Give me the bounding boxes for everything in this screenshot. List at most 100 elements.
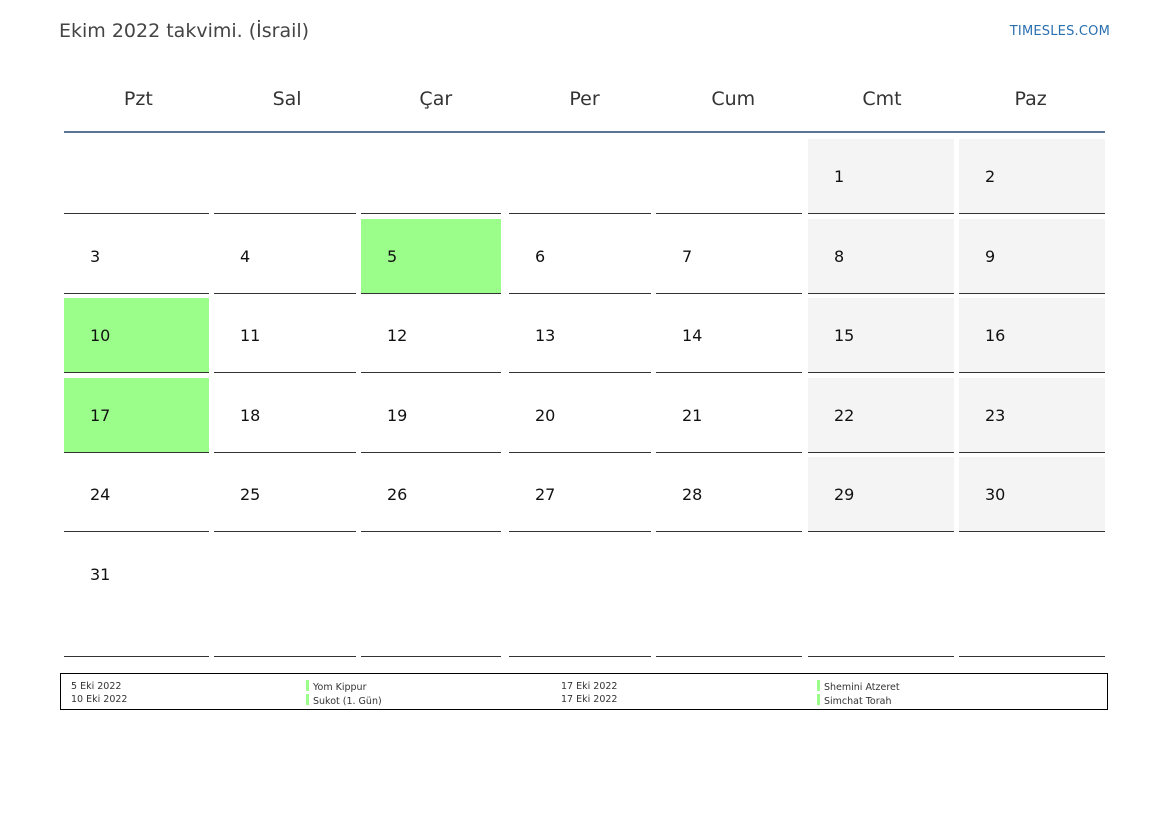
day-number: 27 xyxy=(535,485,556,504)
day-number: 25 xyxy=(240,485,261,504)
legend-item: Sukot (1. Gün) xyxy=(306,694,382,708)
day-number: 5 xyxy=(387,247,398,266)
legend-date: 5 Eki 2022 xyxy=(71,681,122,692)
legend-item: Simchat Torah xyxy=(817,694,900,708)
day-number: 24 xyxy=(90,485,111,504)
day-cell: 30 xyxy=(959,457,1105,532)
day-number: 8 xyxy=(834,247,845,266)
day-number: 20 xyxy=(535,406,556,425)
empty-day-cell xyxy=(214,537,356,657)
empty-day-cell xyxy=(361,537,501,657)
day-cell: 28 xyxy=(656,457,802,532)
day-number: 18 xyxy=(240,406,261,425)
empty-day-cell xyxy=(64,139,209,214)
day-number: 9 xyxy=(985,247,996,266)
day-number: 15 xyxy=(834,326,855,345)
empty-day-cell xyxy=(214,139,356,214)
day-number: 22 xyxy=(834,406,855,425)
page-title: Ekim 2022 takvimi. (İsrail) xyxy=(59,20,310,42)
day-cell: 25 xyxy=(214,457,356,532)
holiday-day-cell: 5 xyxy=(361,219,501,294)
holiday-marker-icon xyxy=(817,694,820,705)
weekday-label: Çar xyxy=(419,88,453,110)
day-cell: 26 xyxy=(361,457,501,532)
weekday-label: Cum xyxy=(711,88,756,110)
day-cell: 4 xyxy=(214,219,356,294)
legend-date: 17 Eki 2022 xyxy=(561,681,618,692)
empty-day-cell xyxy=(509,139,651,214)
day-cell: 12 xyxy=(361,298,501,373)
weekday-label: Sal xyxy=(272,88,302,110)
day-cell: 6 xyxy=(509,219,651,294)
day-number: 28 xyxy=(682,485,703,504)
day-number: 13 xyxy=(535,326,556,345)
day-number: 2 xyxy=(985,167,996,186)
day-cell: 14 xyxy=(656,298,802,373)
day-cell: 19 xyxy=(361,378,501,453)
day-number: 21 xyxy=(682,406,703,425)
day-cell: 11 xyxy=(214,298,356,373)
day-number: 6 xyxy=(535,247,546,266)
day-number: 19 xyxy=(387,406,408,425)
day-cell: 9 xyxy=(959,219,1105,294)
day-cell: 13 xyxy=(509,298,651,373)
holiday-marker-icon xyxy=(306,680,309,691)
day-cell: 22 xyxy=(808,378,954,453)
weekday-label: Pzt xyxy=(123,88,153,110)
holiday-day-cell: 17 xyxy=(64,378,209,453)
day-cell: 3 xyxy=(64,219,209,294)
day-number: 10 xyxy=(90,326,111,345)
holiday-marker-icon xyxy=(817,680,820,691)
day-cell: 18 xyxy=(214,378,356,453)
day-number: 23 xyxy=(985,406,1006,425)
legend-dates-column: 17 Eki 2022 17 Eki 2022 xyxy=(561,680,617,706)
day-number: 30 xyxy=(985,485,1006,504)
empty-day-cell xyxy=(656,537,802,657)
legend-dates-column: 5 Eki 2022 10 Eki 2022 xyxy=(71,680,127,706)
legend-item: Shemini Atzeret xyxy=(817,680,900,694)
legend-names-column: Yom Kippur Sukot (1. Gün) xyxy=(306,680,382,708)
legend-date: 10 Eki 2022 xyxy=(71,694,128,705)
day-number: 29 xyxy=(834,485,855,504)
day-cell: 23 xyxy=(959,378,1105,453)
holiday-day-cell: 10 xyxy=(64,298,209,373)
legend-names-column: Shemini Atzeret Simchat Torah xyxy=(817,680,900,708)
site-link[interactable]: TIMESLES.COM xyxy=(1009,24,1110,39)
weekday-label: Per xyxy=(569,88,600,110)
day-cell: 15 xyxy=(808,298,954,373)
weekday-header: Pzt Sal Çar Per Cum Cmt Paz xyxy=(64,80,1105,132)
day-number: 7 xyxy=(682,247,693,266)
empty-day-cell xyxy=(959,537,1105,657)
holiday-legend: 5 Eki 2022 10 Eki 2022 Yom Kippur Sukot … xyxy=(60,673,1108,710)
day-number: 17 xyxy=(90,406,111,425)
day-number: 16 xyxy=(985,326,1006,345)
day-cell: 16 xyxy=(959,298,1105,373)
day-cell: 31 xyxy=(64,537,209,657)
legend-date: 17 Eki 2022 xyxy=(561,694,618,705)
day-number: 3 xyxy=(90,247,101,266)
day-number: 4 xyxy=(240,247,251,266)
day-cell: 29 xyxy=(808,457,954,532)
legend-holiday-name: Shemini Atzeret xyxy=(824,682,900,693)
day-number: 1 xyxy=(834,167,845,186)
day-cell: 20 xyxy=(509,378,651,453)
day-cell: 27 xyxy=(509,457,651,532)
day-cell: 8 xyxy=(808,219,954,294)
empty-day-cell xyxy=(361,139,501,214)
legend-holiday-name: Yom Kippur xyxy=(313,682,367,693)
day-number: 31 xyxy=(90,565,111,584)
legend-holiday-name: Simchat Torah xyxy=(824,696,892,707)
holiday-marker-icon xyxy=(306,694,309,705)
day-cell: 2 xyxy=(959,139,1105,214)
day-cell: 1 xyxy=(808,139,954,214)
day-cell: 21 xyxy=(656,378,802,453)
empty-day-cell xyxy=(656,139,802,214)
day-number: 12 xyxy=(387,326,408,345)
weekday-label: Cmt xyxy=(862,88,902,110)
empty-day-cell xyxy=(808,537,954,657)
day-number: 26 xyxy=(387,485,408,504)
header-divider xyxy=(64,131,1105,133)
legend-holiday-name: Sukot (1. Gün) xyxy=(313,696,382,707)
legend-item: Yom Kippur xyxy=(306,680,382,694)
empty-day-cell xyxy=(509,537,651,657)
